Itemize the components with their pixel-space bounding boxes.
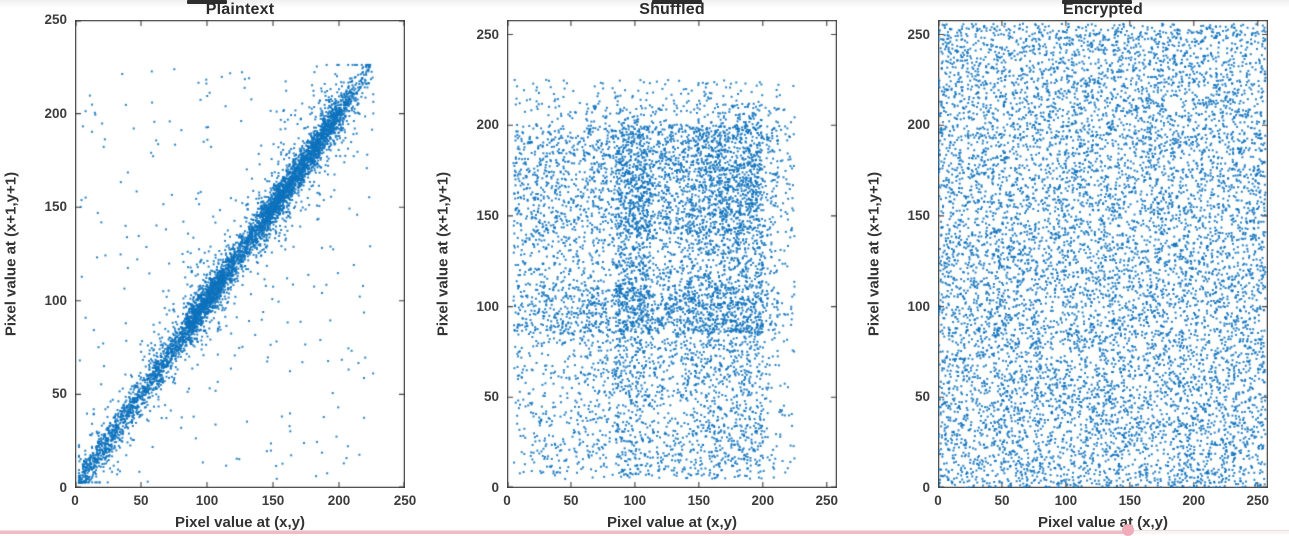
- progress-scrubber-knob[interactable]: [1121, 524, 1134, 536]
- x-tick-label: 50: [563, 493, 579, 508]
- subplot-encrypted: Encrypted Pixel value at (x+1,y+1) Pixel…: [866, 1, 1270, 531]
- plot-title-shuffled: Shuffled: [639, 1, 705, 18]
- x-tick-label: 250: [1246, 493, 1270, 508]
- x-axis-label: Pixel value at (x,y): [606, 514, 738, 531]
- x-axis-label: Pixel value at (x,y): [174, 514, 306, 531]
- x-tick-label: 200: [751, 493, 775, 508]
- y-tick-label: 50: [51, 386, 67, 402]
- x-tick-label: 100: [1054, 493, 1078, 508]
- x-tick-label: 50: [994, 493, 1010, 508]
- y-tick-label: 200: [44, 105, 67, 121]
- y-tick-label: 250: [907, 26, 930, 42]
- y-tick-label: 200: [476, 117, 499, 133]
- x-tick-label: 200: [327, 493, 351, 508]
- subplot-plaintext: Plaintext Pixel value at (x+1,y+1) Pixel…: [3, 1, 417, 531]
- y-axis-label: Pixel value at (x+1,y+1): [2, 171, 20, 337]
- y-tick-label: 0: [922, 480, 930, 495]
- x-tick-label: 150: [687, 493, 711, 508]
- y-tick-label: 250: [44, 12, 67, 27]
- y-tick-label: 100: [907, 298, 930, 314]
- video-progress-bar[interactable]: [0, 524, 1289, 536]
- scatter-canvas-shuffled: [507, 20, 837, 488]
- cropped-text-artifact: [652, 0, 702, 4]
- x-tick-label: 50: [133, 493, 149, 508]
- x-tick-label: 100: [623, 493, 647, 508]
- x-tick-label: 100: [195, 493, 219, 508]
- cropped-text-artifact: [187, 0, 227, 4]
- subplot-shuffled: Shuffled Pixel value at (x+1,y+1) Pixel …: [435, 1, 839, 531]
- x-tick-label: 250: [815, 493, 839, 508]
- scatter-canvas-plaintext: [75, 20, 405, 488]
- y-axis-label: Pixel value at (x+1,y+1): [865, 171, 883, 337]
- progress-fill: [0, 531, 1128, 534]
- y-tick-label: 200: [907, 117, 930, 133]
- plot-title-encrypted: Encrypted: [1062, 1, 1144, 18]
- y-tick-label: 100: [44, 292, 67, 308]
- x-tick-label: 0: [503, 493, 511, 508]
- x-tick-label: 150: [261, 493, 285, 508]
- y-tick-label: 0: [59, 480, 67, 495]
- x-tick-label: 250: [393, 493, 417, 508]
- x-tick-label: 0: [71, 493, 79, 508]
- scatter-canvas-encrypted: [938, 20, 1268, 488]
- x-tick-label: 0: [934, 493, 942, 508]
- y-tick-label: 100: [476, 298, 499, 314]
- y-tick-label: 250: [476, 26, 499, 42]
- y-tick-label: 150: [476, 207, 499, 223]
- y-tick-label: 150: [907, 207, 930, 223]
- x-axis-label: Pixel value at (x,y): [1037, 514, 1169, 531]
- cropped-text-artifact: [1062, 0, 1132, 4]
- y-tick-label: 50: [483, 389, 499, 405]
- x-tick-label: 150: [1118, 493, 1142, 508]
- plot-title-plaintext: Plaintext: [205, 1, 275, 18]
- y-tick-label: 50: [914, 389, 930, 405]
- y-axis-label: Pixel value at (x+1,y+1): [434, 171, 452, 337]
- x-tick-label: 200: [1182, 493, 1206, 508]
- y-tick-label: 150: [44, 199, 67, 215]
- y-tick-label: 0: [491, 480, 499, 495]
